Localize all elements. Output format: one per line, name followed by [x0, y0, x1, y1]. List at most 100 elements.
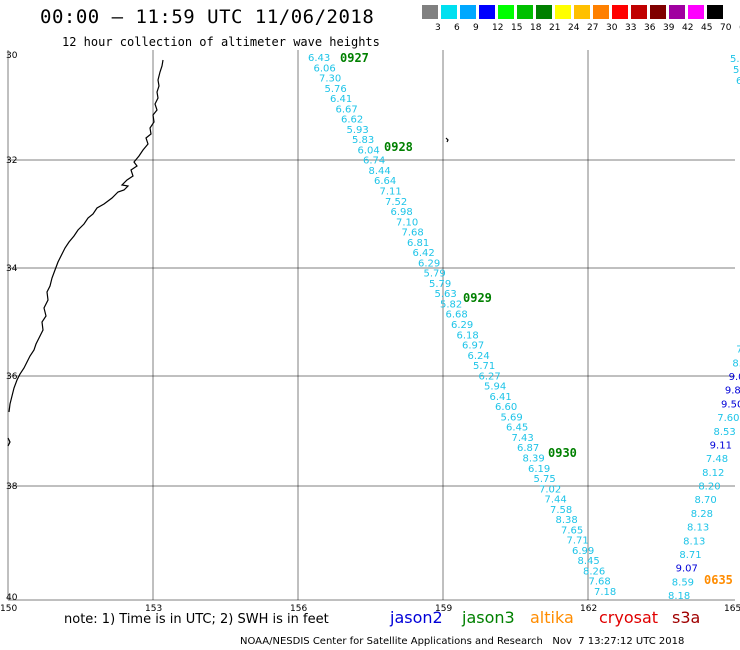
- swh-value: 5.94: [484, 382, 506, 393]
- color-swatch: [479, 5, 495, 19]
- swh-value: 7.52: [385, 197, 407, 208]
- swh-value: 7.58: [550, 505, 572, 516]
- lon-tick-label: 150: [0, 604, 17, 614]
- swh-value: 6.97: [462, 341, 484, 352]
- swh-value: 8.: [732, 358, 740, 369]
- swh-value: 5.63: [435, 289, 457, 300]
- swh-value: 7.71: [567, 536, 589, 547]
- swh-value: 8.13: [683, 536, 705, 547]
- swh-value: 6.64: [374, 176, 396, 187]
- swh-value: 8.53: [713, 427, 735, 438]
- color-scale-label: 12: [492, 23, 504, 33]
- swh-value: 6.29: [451, 320, 473, 331]
- color-scale-label: 36: [644, 23, 656, 33]
- swh-value: 6.62: [341, 115, 363, 126]
- swh-value: 6.67: [336, 104, 358, 115]
- color-scale-label: 6: [454, 23, 460, 33]
- swh-value: 7.44: [545, 495, 567, 506]
- color-swatch: [631, 5, 647, 19]
- color-scale-label: 15: [511, 23, 523, 33]
- legend-item-cryosat: cryosat: [599, 608, 659, 627]
- swh-value: 8.28: [691, 509, 713, 520]
- swh-value: 7.18: [594, 587, 616, 598]
- swh-value: 7.11: [380, 187, 402, 198]
- swh-value: 5: [733, 65, 739, 76]
- track-time-label: 0927: [340, 51, 369, 65]
- swh-value: 7.30: [319, 74, 341, 85]
- color-scale-label: 45: [701, 23, 713, 33]
- swh-value: 9.11: [710, 440, 732, 451]
- swh-value: 7.68: [589, 577, 611, 588]
- swh-value: 5.79: [424, 269, 446, 280]
- coastline-south: [7, 437, 11, 447]
- lon-tick-label: 153: [145, 604, 162, 614]
- color-scale-label: 21: [549, 23, 561, 33]
- swh-value: 6.81: [407, 238, 429, 249]
- color-scale-label: 70: [720, 23, 732, 33]
- swh-value: 8.20: [698, 482, 720, 493]
- swh-value: 7.65: [561, 525, 583, 536]
- lat-tick-label: 32: [6, 156, 17, 166]
- swh-value: 8.71: [679, 550, 701, 561]
- swh-value: 6.99: [572, 546, 594, 557]
- color-swatch: [536, 5, 552, 19]
- swh-value: 8.59: [672, 577, 694, 588]
- swh-value: 6: [736, 76, 740, 87]
- note-text: note: 1) Time is in UTC; 2) SWH is in fe…: [64, 612, 329, 627]
- swh-value: 9.07: [676, 564, 698, 575]
- color-scale-label: 3: [435, 23, 441, 33]
- altika-track: 8.18 8.59 9.07 8.71 8.13 8.13 8.28 8.70 8.20 8.12…: [668, 345, 740, 602]
- color-scale-label: 42: [682, 23, 694, 33]
- color-scale-label: 18: [530, 23, 542, 33]
- legend-item-jason2: jason2: [390, 608, 443, 627]
- map-subtitle: 12 hour collection of altimeter wave hei…: [62, 35, 380, 49]
- island: [445, 137, 449, 143]
- swh-value: 5.76: [325, 84, 347, 95]
- swh-value: 6.18: [457, 330, 479, 341]
- credit-text: NOAA/NESDIS Center for Satellite Applica…: [240, 636, 685, 647]
- swh-value: 8.39: [523, 454, 545, 465]
- swh-value: 6.74: [363, 156, 385, 167]
- color-scale-label: 27: [587, 23, 599, 33]
- swh-value: 7.02: [539, 484, 561, 495]
- swh-value: 6.45: [506, 423, 528, 434]
- lon-tick-label: 159: [435, 604, 452, 614]
- swh-value: 8.38: [556, 515, 578, 526]
- swh-value: 5.69: [501, 412, 523, 423]
- swh-value: 9.50: [721, 399, 740, 410]
- track-time-label: 0929: [463, 291, 492, 305]
- swh-value: 8.45: [578, 556, 600, 567]
- swh-value: 7.10: [396, 217, 418, 228]
- legend-item-altika: altika: [530, 608, 574, 627]
- swh-value: 6.19: [528, 464, 550, 475]
- swh-value: 8.26: [583, 566, 605, 577]
- latitude-gridlines: 30 32 34 36 38 40: [6, 51, 735, 603]
- swh-value: 6.68: [446, 310, 468, 321]
- color-swatch: [593, 5, 609, 19]
- swh-value: 5.: [730, 54, 740, 65]
- swh-value: 6.24: [468, 351, 490, 362]
- swh-value: 6.27: [479, 371, 501, 382]
- lat-tick-label: 30: [6, 51, 18, 61]
- swh-value: 8.44: [369, 166, 391, 177]
- swh-value: 6.42: [413, 248, 435, 259]
- swh-value: 6.98: [391, 207, 413, 218]
- swh-value: 7.60: [717, 413, 739, 424]
- color-scale-label: 9: [473, 23, 479, 33]
- color-swatch: [498, 5, 514, 19]
- lat-tick-label: 38: [6, 482, 18, 492]
- swh-value: 5.83: [352, 135, 374, 146]
- swh-value: 6.41: [330, 94, 352, 105]
- track-time-label: 0930: [548, 446, 577, 460]
- lat-tick-label: 40: [6, 593, 18, 603]
- color-scale-label: 33: [625, 23, 637, 33]
- swh-value: 6.06: [314, 63, 336, 74]
- color-swatch: [688, 5, 704, 19]
- color-swatch: [555, 5, 571, 19]
- legend-item-s3a: s3a: [672, 608, 701, 627]
- color-swatch: [441, 5, 457, 19]
- map-title: 00:00 – 11:59 UTC 11/06/2018: [40, 6, 375, 28]
- track-time-label: 0928: [384, 140, 413, 154]
- lon-tick-label: 156: [290, 604, 307, 614]
